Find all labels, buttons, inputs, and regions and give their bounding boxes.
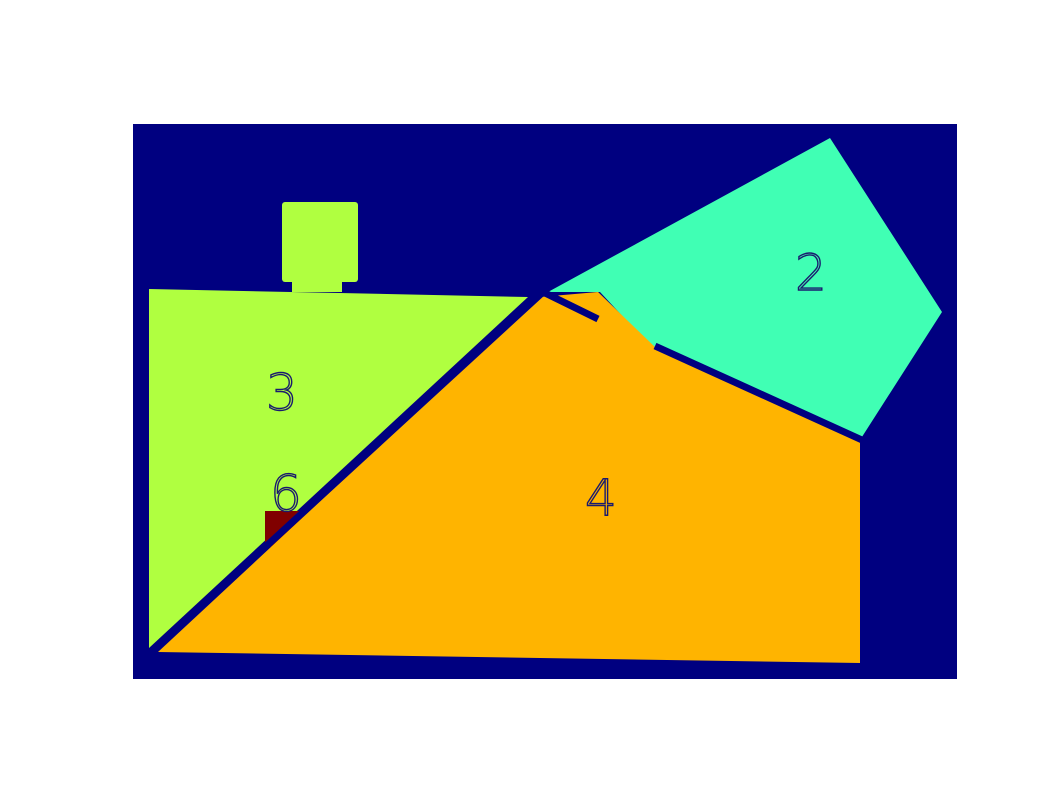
boundary-line — [149, 289, 546, 654]
region-2-label: 2 — [795, 244, 827, 302]
region-2 — [548, 138, 942, 440]
region-3-chimney — [282, 202, 358, 282]
boundary-line — [653, 342, 864, 444]
region-3-body — [149, 289, 528, 648]
region-6-label: 6 — [270, 465, 302, 523]
region-3-chimney-neck — [292, 276, 342, 292]
region-4 — [158, 292, 860, 663]
boundary-lines — [149, 288, 864, 654]
region-4-label: 4 — [585, 469, 617, 527]
region-3 — [149, 202, 528, 648]
region-3-label: 3 — [266, 364, 298, 422]
boundary-line — [541, 288, 600, 323]
